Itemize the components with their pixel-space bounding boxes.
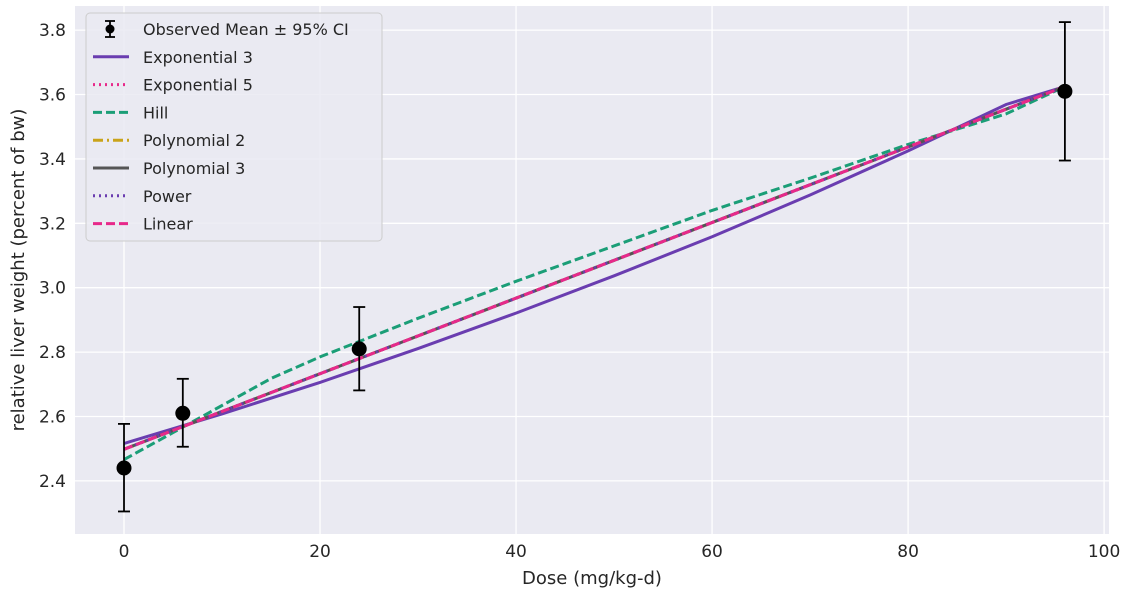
legend-label: Hill <box>143 103 168 122</box>
y-tick-label: 2.4 <box>39 472 66 492</box>
y-axis-label: relative liver weight (percent of bw) <box>8 109 29 432</box>
legend-item: Power <box>93 187 192 206</box>
series-line-2 <box>123 85 1066 461</box>
y-tick-label: 2.6 <box>39 407 66 427</box>
legend-label: Power <box>143 187 192 206</box>
x-tick-label: 80 <box>897 542 919 562</box>
legend-item: Polynomial 3 <box>93 159 245 178</box>
observed-point-2 <box>351 306 367 392</box>
x-tick-label: 100 <box>1088 542 1120 562</box>
y-tick-label: 3.8 <box>39 21 66 41</box>
x-tick-label: 20 <box>309 542 331 562</box>
observed-point-1 <box>175 377 191 448</box>
observed-points <box>116 21 1073 513</box>
observed-point-0 <box>116 422 132 513</box>
legend-item: Observed Mean ± 95% CI <box>105 20 349 39</box>
legend-label: Observed Mean ± 95% CI <box>143 20 349 39</box>
x-tick-label: 40 <box>505 542 527 562</box>
legend-label: Linear <box>143 215 193 234</box>
grid <box>75 6 1109 534</box>
legend-item: Exponential 5 <box>93 76 253 95</box>
x-axis-label: Dose (mg/kg-d) <box>522 568 662 589</box>
legend-item: Polynomial 2 <box>93 131 245 150</box>
y-axis-ticks: 2.4 2.6 2.8 3.0 3.2 3.4 3.6 3.8 <box>39 21 66 492</box>
y-tick-label: 3.2 <box>39 214 66 234</box>
legend-item: Exponential 3 <box>93 48 253 67</box>
x-tick-label: 60 <box>701 542 723 562</box>
legend-label: Polynomial 3 <box>143 159 245 178</box>
x-tick-label: 0 <box>119 542 130 562</box>
series-lines <box>123 85 1066 461</box>
y-tick-label: 3.0 <box>39 279 66 299</box>
legend-label: Exponential 3 <box>143 48 253 67</box>
x-axis-ticks: 0 20 40 60 80 100 <box>119 542 1121 562</box>
observed-point-3 <box>1057 21 1073 162</box>
observed-marker <box>175 405 191 421</box>
legend-box <box>85 12 383 242</box>
y-tick-label: 3.4 <box>39 150 66 170</box>
legend-item: Hill <box>93 103 168 122</box>
legend-item: Linear <box>93 215 193 234</box>
legend-label: Exponential 5 <box>143 76 253 95</box>
y-tick-label: 2.8 <box>39 343 66 363</box>
series-line-6 <box>123 85 1066 451</box>
observed-marker <box>116 460 132 476</box>
observed-marker <box>351 341 367 357</box>
y-tick-label: 3.6 <box>39 86 66 106</box>
legend: Observed Mean ± 95% CI Exponential 3 Expon… <box>85 12 383 242</box>
legend-label: Polynomial 2 <box>143 131 245 150</box>
observed-marker <box>1057 83 1073 99</box>
